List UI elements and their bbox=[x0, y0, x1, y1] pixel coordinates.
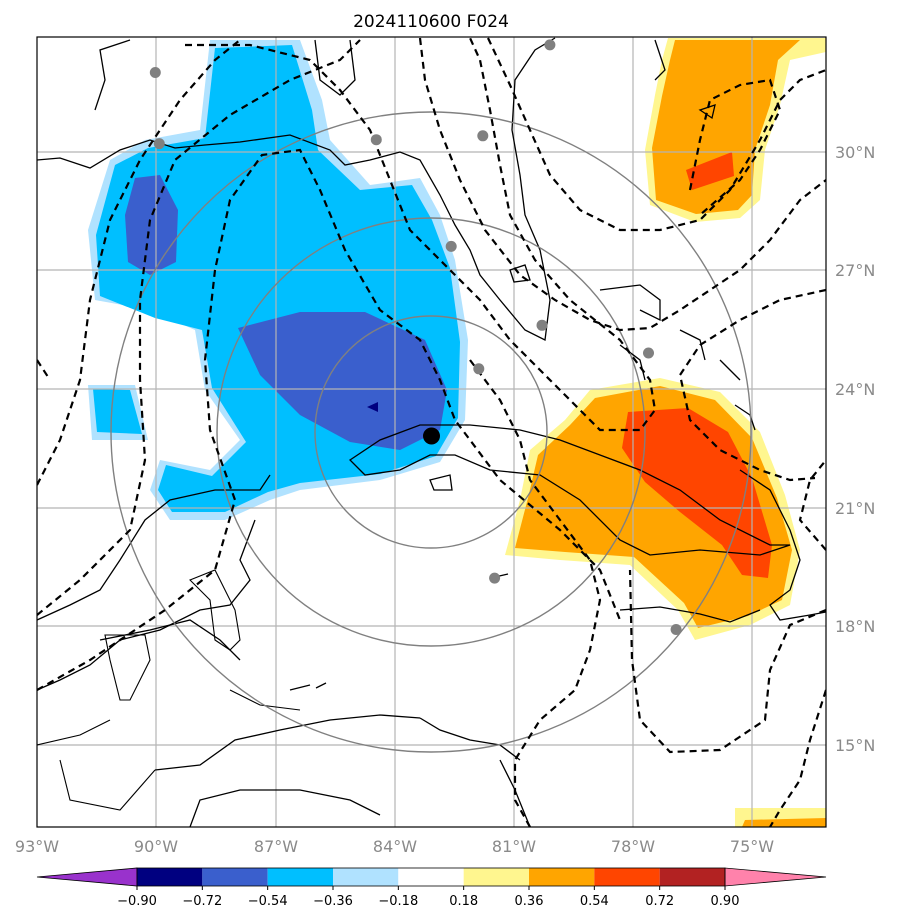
colorbar-level-label: −0.72 bbox=[182, 894, 222, 909]
colorbar-level-label: 0.18 bbox=[449, 894, 478, 909]
colorbar-level-label: −0.36 bbox=[313, 894, 353, 909]
range-rings bbox=[110, 111, 752, 753]
colorbar-level-label: 0.90 bbox=[711, 894, 740, 909]
colorbar-segment bbox=[267, 868, 333, 886]
colorbar-level-label: −0.54 bbox=[248, 894, 288, 909]
station-marker bbox=[643, 347, 654, 359]
colorbar-level-label: 0.36 bbox=[515, 894, 544, 909]
lat-tick-label: 15°N bbox=[835, 736, 875, 755]
lat-tick-label: 30°N bbox=[835, 143, 875, 162]
range-ring-outer bbox=[110, 111, 752, 753]
colorbar-segment bbox=[529, 868, 595, 886]
station-marker bbox=[370, 134, 382, 146]
station-marker bbox=[544, 39, 556, 51]
station-marker bbox=[536, 319, 548, 331]
lon-tick-label: 75°W bbox=[730, 837, 774, 856]
storm-center-marker bbox=[423, 427, 440, 445]
colorbar-level-label: −0.90 bbox=[117, 894, 157, 909]
map-panel bbox=[37, 37, 826, 827]
lat-tick-label: 21°N bbox=[835, 499, 875, 518]
map-frame bbox=[36, 36, 827, 828]
shaded-field-positive bbox=[505, 38, 826, 827]
station-marker bbox=[489, 572, 501, 584]
lat-tick-label: 27°N bbox=[835, 261, 875, 280]
lon-tick-label: 93°W bbox=[15, 837, 59, 856]
colorbar-level-label: −0.18 bbox=[378, 894, 418, 909]
station-marker bbox=[477, 130, 489, 142]
colorbar-outline bbox=[136, 867, 726, 887]
lat-tick-labels: 15°N 18°N 21°N 24°N 27°N 30°N bbox=[835, 143, 875, 755]
station-marker bbox=[153, 138, 165, 150]
lon-tick-label: 90°W bbox=[134, 837, 178, 856]
station-marker bbox=[670, 624, 682, 635]
colorbar-segment bbox=[137, 868, 203, 886]
lon-tick-label: 87°W bbox=[254, 837, 298, 856]
colorbar-extend-low bbox=[36, 867, 138, 887]
colorbar-segment bbox=[594, 868, 660, 886]
station-marker bbox=[149, 67, 161, 78]
station-marker bbox=[445, 240, 457, 252]
colorbar-level-label: 0.72 bbox=[645, 894, 674, 909]
country-borders bbox=[37, 569, 301, 811]
lon-tick-label: 84°W bbox=[373, 837, 417, 856]
colorbar-segment bbox=[398, 868, 464, 886]
lon-tick-labels: 93°W 90°W 87°W 84°W 81°W 78°W 75°W bbox=[15, 837, 774, 856]
colorbar bbox=[36, 867, 827, 887]
station-marker bbox=[473, 363, 485, 375]
colorbar-labels: −0.90 −0.72 −0.54 −0.36 −0.18 0.18 0.36 0.54 0.7… bbox=[117, 886, 739, 909]
lat-tick-label: 24°N bbox=[835, 380, 875, 399]
range-ring-middle bbox=[216, 217, 646, 647]
lat-tick-label: 18°N bbox=[835, 617, 875, 636]
colorbar-segment bbox=[463, 868, 529, 886]
dashed-contours bbox=[37, 37, 826, 827]
chart-title: 2024110600 F024 bbox=[353, 12, 509, 32]
colorbar-segment bbox=[333, 868, 399, 886]
lon-tick-label: 78°W bbox=[611, 837, 655, 856]
lon-tick-label: 81°W bbox=[492, 837, 536, 856]
colorbar-level-label: 0.54 bbox=[580, 894, 609, 909]
colorbar-segment bbox=[659, 868, 725, 886]
colorbar-extend-high bbox=[724, 867, 827, 887]
range-ring-inner bbox=[314, 315, 548, 549]
stations-layer bbox=[149, 39, 682, 635]
colorbar-segment bbox=[202, 868, 268, 886]
